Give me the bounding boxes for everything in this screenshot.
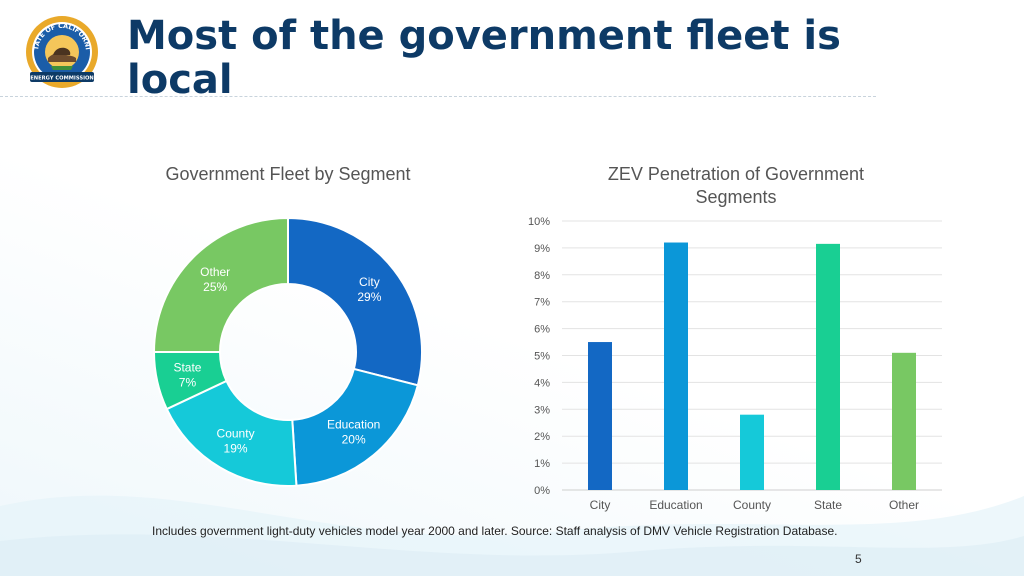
page-number: 5 (855, 552, 862, 566)
footnote: Includes government light-duty vehicles … (152, 524, 838, 538)
donut-label-other: Other (200, 265, 230, 279)
energy-commission-logo: STATE OF CALIFORNIA ENERGY COMMISSION (24, 14, 98, 88)
donut-slice-other (152, 216, 289, 353)
x-tick-label-education: Education (649, 498, 702, 512)
y-tick-label: 9% (534, 243, 550, 255)
bar-city (588, 342, 612, 490)
bar-county (740, 414, 764, 490)
donut-label-city: City (359, 275, 380, 289)
y-tick-label: 8% (534, 270, 550, 282)
x-tick-label-county: County (733, 498, 771, 512)
y-tick-label: 4% (534, 377, 550, 389)
bar-state (816, 243, 840, 490)
logo-text-bottom: ENERGY COMMISSION (30, 76, 94, 82)
donut-value-education: 20% (342, 432, 366, 446)
donut-label-state: State (173, 360, 201, 374)
y-tick-label: 3% (534, 404, 550, 416)
x-tick-label-other: Other (889, 498, 919, 512)
y-tick-label: 10% (528, 216, 550, 228)
bar-chart-title: ZEV Penetration of Government Segments (607, 164, 865, 207)
donut-value-county: 19% (224, 442, 248, 456)
x-tick-label-state: State (814, 498, 842, 512)
y-tick-label: 6% (534, 324, 550, 336)
y-tick-label: 5% (534, 351, 550, 363)
donut-chart-title: Government Fleet by Segment (165, 164, 411, 184)
donut-label-education: Education (327, 417, 380, 431)
donut-slice-city (287, 216, 423, 387)
y-tick-label: 2% (534, 431, 550, 443)
page-title: Most of the government fleet is local (127, 13, 841, 103)
donut-label-county: County (217, 427, 255, 441)
x-tick-label-city: City (590, 498, 611, 512)
donut-slice-education (291, 367, 420, 487)
donut-value-city: 29% (357, 290, 381, 304)
bar-other (892, 352, 916, 490)
donut-value-state: 7% (179, 375, 197, 389)
y-tick-label: 7% (534, 297, 550, 309)
donut-slice-county (165, 379, 298, 487)
y-tick-label: 1% (534, 458, 550, 470)
bar-education (664, 242, 688, 490)
donut-value-other: 25% (203, 280, 227, 294)
title-divider (0, 96, 876, 97)
y-tick-label: 0% (534, 485, 550, 497)
